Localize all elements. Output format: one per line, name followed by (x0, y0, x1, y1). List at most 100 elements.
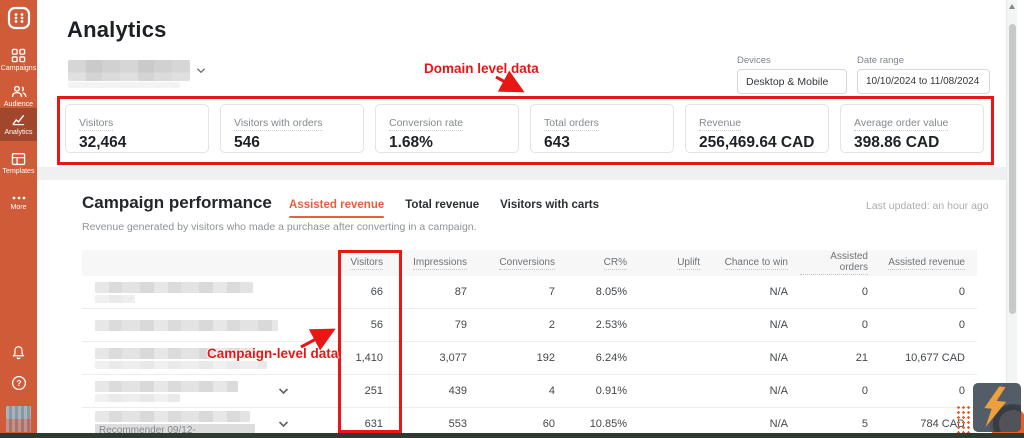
column-header-cell: CR% (567, 257, 639, 270)
chevron-down-icon (196, 68, 206, 74)
table-row[interactable]: 56 79 2 2.53% N/A 0 0 (82, 309, 977, 342)
table-row[interactable]: 251 439 4 0.91% N/A 0 0 (82, 375, 977, 408)
sidebar-item-label: Campaigns (0, 65, 37, 72)
omnisend-logo-icon (7, 6, 30, 30)
svg-text:?: ? (16, 378, 21, 388)
column-header-assisted-revenue[interactable]: Assisted revenue (888, 256, 965, 270)
sidebar-item-campaigns[interactable]: Campaigns (0, 44, 37, 77)
campaign-name-cell (82, 309, 330, 341)
cell-cr-: 0.91% (595, 385, 627, 397)
vertical-scrollbar[interactable] (1006, 0, 1017, 433)
templates-layout-icon (11, 153, 26, 166)
cell-cr-: 2.53% (595, 319, 627, 331)
expand-row-chevron-icon[interactable] (278, 388, 289, 395)
campaign-name-cell (82, 342, 330, 374)
devices-select[interactable]: Desktop & Mobile (737, 69, 943, 94)
app-logo[interactable] (0, 5, 37, 31)
column-header-cell: Uplift (639, 257, 712, 270)
tab-visitors-with-carts[interactable]: Visitors with carts (500, 199, 600, 211)
date-range-select[interactable]: 10/10/2024 to 11/08/2024 (857, 69, 990, 94)
cell-assisted-orders: 0 (861, 286, 868, 298)
metric-label[interactable]: Total orders (544, 117, 599, 131)
devices-label: Devices (737, 55, 771, 66)
lightning-bolt-icon (984, 386, 1007, 428)
campaign-name-cell (82, 276, 330, 308)
sidebar-item-audience[interactable]: Audience (0, 80, 37, 113)
widget-dots-decoration (956, 405, 970, 433)
cell-assisted-orders: 5 (861, 418, 868, 430)
column-header-conversions[interactable]: Conversions (499, 256, 555, 270)
cell-chance-to-win: N/A (769, 418, 788, 430)
section-divider (37, 167, 1007, 180)
cell-visitors: 1,410 (355, 352, 383, 364)
cell-impressions: 79 (454, 319, 467, 331)
question-circle-icon: ? (11, 375, 26, 391)
metric-label[interactable]: Revenue (699, 117, 742, 131)
metric-label[interactable]: Visitors (79, 117, 114, 131)
column-header-impressions[interactable]: Impressions (413, 256, 467, 270)
metric-card-conversion-rate: Conversion rate 1.68% (375, 104, 519, 153)
notifications-button[interactable] (0, 341, 37, 365)
cell-conversions: 60 (542, 418, 555, 430)
cell-chance-to-win: N/A (769, 352, 788, 364)
cell-visitors: 631 (364, 418, 383, 430)
annotation-campaign-level-data: Campaign-level data (207, 346, 339, 361)
metric-value: 398.86 CAD (854, 134, 940, 151)
sidebar-item-templates[interactable]: Templates (0, 148, 37, 180)
analytics-chart-icon (12, 114, 25, 126)
column-header-visitors[interactable]: Visitors (350, 256, 383, 270)
expand-row-chevron-icon[interactable] (278, 421, 289, 428)
sidebar-item-label: Audience (3, 101, 34, 108)
annotation-domain-level-data: Domain level data (424, 61, 539, 76)
blurred-avatar[interactable] (6, 406, 31, 432)
metric-value: 32,464 (79, 134, 127, 151)
redacted-campaign-detail (95, 360, 267, 369)
cell-impressions: 87 (454, 286, 467, 298)
scrollbar-thumb[interactable] (1009, 24, 1016, 314)
table-header-row: Visitors Impressions Conversions CR% Uplift C… (82, 250, 977, 276)
sidebar-item-analytics[interactable]: Analytics (0, 108, 37, 141)
campaigns-grid-icon (11, 48, 26, 63)
sidebar-item-label: More (10, 204, 27, 211)
redacted-campaign-detail (95, 393, 180, 402)
arrow-domain-data (495, 70, 525, 93)
scroll-up-arrow-icon[interactable] (1009, 4, 1015, 9)
column-header-uplift[interactable]: Uplift (677, 256, 700, 270)
tab-total-revenue[interactable]: Total revenue (405, 199, 480, 211)
metric-card-revenue: Revenue 256,469.64 CAD (685, 104, 829, 153)
redacted-campaign-name (95, 281, 253, 293)
sidebar-item-label: Analytics (4, 129, 33, 136)
redacted-campaign-name (95, 411, 250, 422)
metric-label[interactable]: Conversion rate (389, 117, 464, 131)
sidebar-item-more[interactable]: More (0, 190, 37, 216)
table-row[interactable]: 1,410 3,077 192 6.24% N/A 21 10,677 CAD (82, 342, 977, 375)
help-button[interactable]: ? (0, 371, 37, 395)
cell-assisted-orders: 21 (855, 352, 868, 364)
column-header-cell: Assisted orders (800, 251, 880, 275)
column-header-assisted-orders[interactable]: Assisted orders (800, 251, 868, 275)
page-title: Analytics (67, 17, 167, 42)
screen-capture-widget[interactable] (973, 383, 1021, 432)
domain-selector-dropdown[interactable] (68, 60, 206, 81)
domain-metrics-row: Visitors 32,464 Visitors with orders 546… (65, 104, 984, 153)
sidebar-item-label: Templates (2, 168, 35, 175)
panel-title: Campaign performance (82, 193, 272, 212)
cell-visitors: 66 (370, 286, 383, 298)
widget-swirl-decoration (993, 404, 1021, 432)
metric-value: 256,469.64 CAD (699, 134, 815, 151)
tab-assisted-revenue[interactable]: Assisted revenue (289, 199, 385, 218)
bell-icon (12, 346, 25, 360)
column-header-chance-to-win[interactable]: Chance to win (724, 256, 788, 270)
cell-visitors: 251 (364, 385, 383, 397)
table-body: 66 87 7 8.05% N/A 0 0 56 79 2 2.53% N/A 0 0 1,410 3,077… (82, 276, 977, 438)
campaign-name-cell (82, 375, 330, 407)
cell-assisted-orders: 0 (861, 319, 868, 331)
table-row[interactable]: 66 87 7 8.05% N/A 0 0 (82, 276, 977, 309)
metric-label[interactable]: Visitors with orders (234, 117, 323, 131)
metric-label[interactable]: Average order value (854, 117, 949, 131)
more-dots-icon (12, 196, 25, 200)
column-header-cr-[interactable]: CR% (603, 256, 627, 270)
redacted-campaign-name (95, 380, 238, 392)
metric-card-total-orders: Total orders 643 (530, 104, 674, 153)
